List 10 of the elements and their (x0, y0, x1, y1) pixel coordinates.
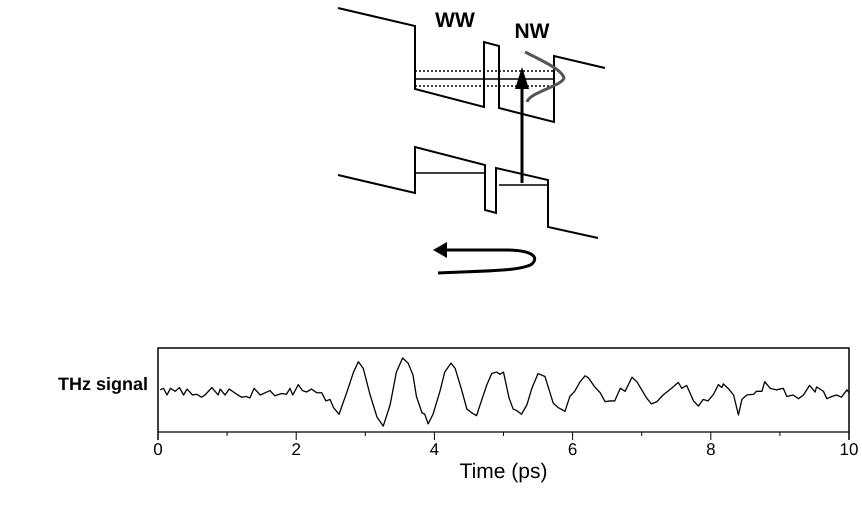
x-tick-label: 0 (153, 440, 163, 460)
x-tick-label: 2 (291, 440, 301, 460)
x-tick-label: 10 (840, 440, 858, 460)
x-tick-label: 6 (568, 440, 578, 460)
text: NW (514, 20, 550, 43)
text: WW (435, 9, 475, 32)
x-tick-label: 4 (430, 440, 440, 460)
x-tick-label: 8 (706, 440, 716, 460)
x-axis-title: Time (ps) (460, 460, 548, 483)
y-axis-title: THz signal (58, 374, 148, 394)
